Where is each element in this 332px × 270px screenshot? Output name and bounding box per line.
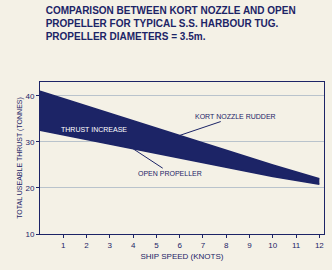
svg-text:10: 10 [25,230,34,239]
svg-text:40: 40 [25,92,34,101]
svg-text:TOTAL USEABLE THRUST (TONNES): TOTAL USEABLE THRUST (TONNES) [16,97,24,219]
svg-text:1: 1 [61,241,66,250]
svg-text:10: 10 [268,241,277,250]
svg-text:2: 2 [84,241,89,250]
svg-text:12: 12 [315,241,324,250]
svg-text:20: 20 [25,184,34,193]
svg-text:KORT NOZZLE RUDDER: KORT NOZZLE RUDDER [195,113,276,120]
svg-text:6: 6 [177,241,182,250]
svg-text:5: 5 [154,241,159,250]
svg-text:4: 4 [131,241,136,250]
svg-text:OPEN PROPELLER: OPEN PROPELLER [138,170,202,177]
svg-text:3: 3 [108,241,113,250]
svg-text:9: 9 [247,241,252,250]
svg-text:SHIP SPEED (KNOTS): SHIP SPEED (KNOTS) [141,252,224,261]
svg-text:THRUST INCREASE: THRUST INCREASE [61,126,127,133]
svg-text:COMPARISON BETWEEN KORT NOZZLE: COMPARISON BETWEEN KORT NOZZLE AND OPENP… [46,5,296,42]
svg-text:8: 8 [224,241,229,250]
svg-text:30: 30 [25,138,34,147]
svg-text:7: 7 [201,241,206,250]
svg-text:11: 11 [292,241,301,250]
